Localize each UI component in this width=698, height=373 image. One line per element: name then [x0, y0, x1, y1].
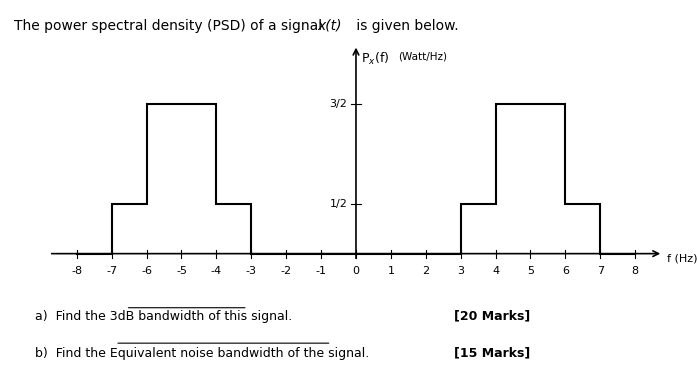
Text: 1/2: 1/2 [329, 199, 348, 209]
Text: is given below.: is given below. [352, 19, 459, 33]
Text: 4: 4 [492, 266, 499, 276]
Text: -3: -3 [246, 266, 257, 276]
Text: x(t): x(t) [318, 19, 342, 33]
Text: a)  Find the 3dB bandwidth of this signal.: a) Find the 3dB bandwidth of this signal… [35, 310, 292, 323]
Text: 0: 0 [352, 266, 359, 276]
Text: 3: 3 [457, 266, 464, 276]
Text: -6: -6 [141, 266, 152, 276]
Text: -8: -8 [71, 266, 82, 276]
Text: P$_x$(f): P$_x$(f) [362, 51, 389, 67]
Text: 8: 8 [632, 266, 639, 276]
Text: -1: -1 [315, 266, 327, 276]
Text: -2: -2 [281, 266, 292, 276]
Text: -4: -4 [211, 266, 222, 276]
Text: (Watt/Hz): (Watt/Hz) [398, 51, 447, 61]
Text: 7: 7 [597, 266, 604, 276]
Text: -7: -7 [106, 266, 117, 276]
Text: b)  Find the Equivalent noise bandwidth of the signal.: b) Find the Equivalent noise bandwidth o… [35, 347, 369, 360]
Text: [15 Marks]: [15 Marks] [454, 347, 530, 360]
Text: The power spectral density (PSD) of a signal: The power spectral density (PSD) of a si… [14, 19, 327, 33]
Text: [20 Marks]: [20 Marks] [454, 310, 530, 323]
Text: 2: 2 [422, 266, 429, 276]
Text: 6: 6 [562, 266, 569, 276]
Text: -5: -5 [176, 266, 187, 276]
Text: 3/2: 3/2 [329, 100, 348, 109]
Text: f (Hz): f (Hz) [667, 254, 697, 264]
Text: 1: 1 [387, 266, 394, 276]
Text: 5: 5 [527, 266, 534, 276]
